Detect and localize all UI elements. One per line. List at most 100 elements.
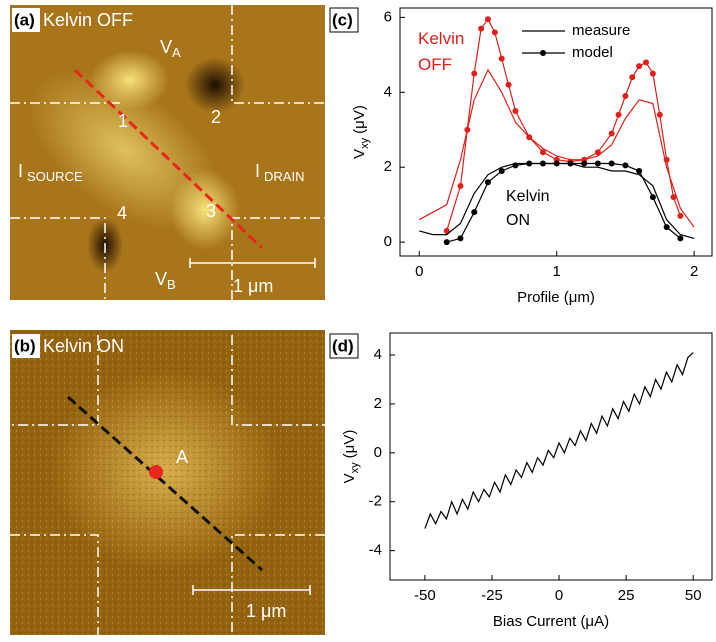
x-axis-label: Bias Current (μA) xyxy=(493,613,609,630)
scale-bar xyxy=(189,258,316,268)
label-unit: (μV) xyxy=(341,430,358,459)
scale-label: 1 μm xyxy=(233,276,273,296)
data-point xyxy=(471,70,478,77)
terminal-label: VB xyxy=(155,269,176,293)
data-point xyxy=(670,194,677,201)
bright-region xyxy=(90,50,170,110)
data-point xyxy=(464,126,471,133)
y-tick-label: 4 xyxy=(384,83,392,100)
contact-lines xyxy=(10,335,325,635)
data-point xyxy=(491,29,498,36)
label-box xyxy=(12,334,40,358)
point-label: 3 xyxy=(206,201,216,221)
series-line xyxy=(419,162,695,239)
contact-lines xyxy=(10,5,325,300)
data-point xyxy=(526,160,533,167)
data-point xyxy=(629,74,636,81)
y-tick-label: 2 xyxy=(384,158,392,175)
label-sub: A xyxy=(172,45,181,60)
y-tick-label: 0 xyxy=(384,233,392,250)
image-title: Kelvin ON xyxy=(43,336,124,356)
point-label: A xyxy=(176,447,188,467)
scale-label: 1 μm xyxy=(246,601,286,621)
data-point xyxy=(443,239,450,246)
data-point xyxy=(663,156,670,163)
label-sub: SOURCE xyxy=(27,169,83,184)
data-point xyxy=(656,111,663,118)
data-point xyxy=(636,63,643,70)
point-label: 4 xyxy=(117,203,127,223)
data-point xyxy=(622,162,629,169)
panel-label: (c) xyxy=(332,10,353,29)
label-base: V xyxy=(155,269,167,289)
y-axis-label: Vxy (μV) xyxy=(341,430,361,484)
image-noise xyxy=(10,330,325,635)
data-point xyxy=(677,212,684,219)
data-point xyxy=(457,182,464,189)
terminal-label: VA xyxy=(160,37,181,61)
probe-point xyxy=(149,465,163,479)
bright-region xyxy=(28,70,222,230)
data-point xyxy=(649,194,656,201)
data-point xyxy=(443,227,450,234)
label-box xyxy=(329,7,359,33)
point-label: 1 xyxy=(118,111,128,131)
label-sub: B xyxy=(167,277,176,292)
data-point xyxy=(505,81,512,88)
data-point xyxy=(594,149,601,156)
data-point xyxy=(567,160,574,167)
scale-bar xyxy=(192,585,311,595)
data-point xyxy=(677,235,684,242)
x-tick-label: -25 xyxy=(481,587,503,604)
label-base: V xyxy=(160,37,172,57)
bright-region xyxy=(170,170,240,250)
y-tick-label: -4 xyxy=(369,542,382,559)
x-tick-label: 50 xyxy=(685,587,702,604)
profile-line xyxy=(67,395,263,572)
label-base: I xyxy=(255,161,260,181)
data-point xyxy=(512,162,519,169)
panel-label: (b) xyxy=(14,336,36,355)
data-point xyxy=(539,149,546,156)
plot-frame xyxy=(389,332,713,581)
annotation: Kelvin OFF xyxy=(418,29,464,74)
data-point xyxy=(608,160,615,167)
label-base: V xyxy=(341,473,358,483)
dark-spot xyxy=(185,57,245,113)
x-tick-label: -50 xyxy=(414,587,436,604)
y-axis-label: Vxy (μV) xyxy=(351,105,371,159)
label-unit: (μV) xyxy=(351,105,368,134)
terminal-label: I SOURCE xyxy=(18,161,83,185)
legend-label: measure xyxy=(572,22,630,39)
label-sub: xy xyxy=(349,462,361,474)
data-point xyxy=(663,224,670,231)
data-point xyxy=(471,209,478,216)
y-tick-label: 2 xyxy=(374,395,382,412)
annotation-line: Kelvin xyxy=(506,188,550,205)
legend-label: model xyxy=(572,44,613,61)
series-line xyxy=(446,18,681,232)
x-axis-label: Profile (μm) xyxy=(517,289,595,306)
data-point xyxy=(484,16,491,23)
panel-label: (a) xyxy=(14,10,35,29)
terminal-label: I DRAIN xyxy=(255,161,304,185)
x-tick-label: 0 xyxy=(555,587,563,604)
data-point xyxy=(622,93,629,100)
y-tick-label: 6 xyxy=(384,8,392,25)
data-point xyxy=(581,160,588,167)
data-point xyxy=(594,160,601,167)
data-point xyxy=(512,108,519,115)
label-box xyxy=(329,333,359,359)
label-base: V xyxy=(351,149,368,159)
legend-marker xyxy=(540,50,546,56)
annotation: Kelvin ON xyxy=(506,188,550,229)
data-point xyxy=(553,160,560,167)
data-point xyxy=(457,235,464,242)
y-tick-label: 0 xyxy=(374,444,382,461)
data-point xyxy=(484,179,491,186)
series-line xyxy=(446,162,681,243)
annotation-line: OFF xyxy=(418,55,452,74)
label-base: I xyxy=(18,161,23,181)
panel-b: (b) Kelvin ON A 1 μm xyxy=(10,330,325,635)
